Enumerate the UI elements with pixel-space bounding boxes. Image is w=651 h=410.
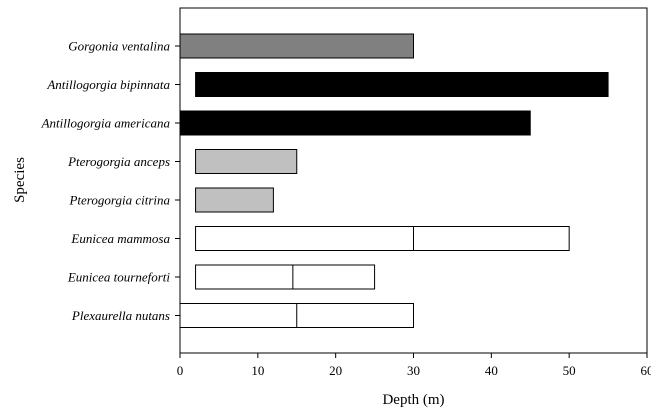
plot-frame [179,7,648,354]
species-label-eunicea-mammosa: Eunicea mammosa [70,231,170,246]
x-tick-label: 50 [563,363,576,378]
range-bar-eunicea-tourneforti [195,264,376,290]
range-bar-pterogorgia-anceps [195,149,298,174]
range-bar-antillogorgia-bipinnata [195,72,609,97]
species-labels: Gorgonia ventalina Antillogorgia bipinnat… [41,39,180,323]
x-tick-label: 10 [251,363,264,378]
x-tick-label: 60 [641,363,651,378]
species-label-plexaurella-nutans: Plexaurella nutans [71,308,170,323]
species-label-pterogorgia-anceps: Pterogorgia anceps [67,154,170,169]
range-bar-antillogorgia-americana [179,110,531,136]
x-tick-label: 0 [177,363,184,378]
range-bar-gorgonia-ventalina [179,33,414,59]
x-tick-label: 40 [485,363,498,378]
range-bar-pterogorgia-citrina [195,187,274,213]
species-label-antillogorgia-americana: Antillogorgia americana [41,116,171,131]
x-tick-label: 30 [407,363,420,378]
range-bars [179,33,609,328]
x-axis-ticks: 0 10 20 30 40 50 60 [177,353,651,378]
range-bar-eunicea-mammosa [195,226,570,251]
species-label-gorgonia-ventalina: Gorgonia ventalina [68,39,170,54]
y-axis-title: Species [12,157,28,203]
species-label-eunicea-tourneforti: Eunicea tourneforti [67,270,171,285]
x-axis-title: Depth (m) [382,392,444,408]
x-tick-label: 20 [329,363,342,378]
species-label-pterogorgia-citrina: Pterogorgia citrina [68,193,170,208]
species-label-antillogorgia-bipinnata: Antillogorgia bipinnata [46,77,170,92]
